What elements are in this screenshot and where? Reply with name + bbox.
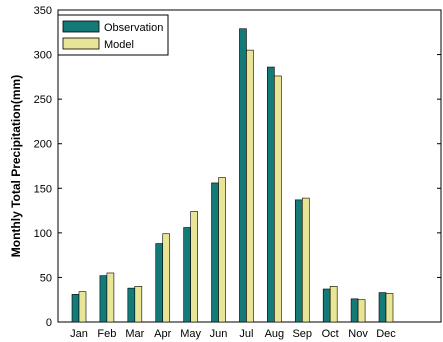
bar-model-sep: [301, 197, 310, 323]
bar-observation-jun: [211, 182, 219, 323]
y-axis-ticks: 0 50 100 150 200 250 300 350: [34, 5, 441, 329]
bar-observation-dec: [378, 292, 387, 323]
x-tick-label: May: [180, 328, 201, 340]
legend-label-model: Model: [104, 39, 134, 51]
x-tick-label: Jun: [210, 328, 228, 340]
bar-model-oct: [329, 286, 338, 323]
bar-model-may: [190, 211, 198, 323]
bar-observation-jan: [71, 294, 80, 323]
bar-model-dec: [385, 293, 394, 323]
bar-model-jul: [246, 49, 254, 323]
x-tick-label: Feb: [97, 328, 116, 340]
y-tick-label: 250: [34, 94, 52, 106]
bar-model-jun: [218, 177, 226, 323]
bar-model-feb: [106, 272, 115, 323]
y-tick-label: 0: [46, 317, 52, 329]
x-tick-label: Dec: [376, 328, 396, 340]
x-tick-label: Oct: [322, 328, 339, 340]
bar-observation-sep: [294, 199, 303, 323]
x-tick-label: Aug: [265, 328, 285, 340]
bar-model-jan: [78, 291, 87, 323]
legend-swatch-observation: [62, 20, 100, 33]
bars: [71, 28, 394, 323]
x-tick-label: Jul: [239, 328, 253, 340]
x-tick-label: Apr: [154, 328, 171, 340]
y-tick-label: 300: [34, 50, 52, 62]
y-tick-label: 50: [40, 272, 52, 284]
legend-label-observation: Observation: [104, 22, 163, 34]
bar-observation-oct: [322, 288, 331, 323]
bar-observation-nov: [350, 298, 359, 323]
x-tick-label: Nov: [348, 328, 368, 340]
x-tick-label: Mar: [125, 328, 144, 340]
y-tick-label: 150: [34, 183, 52, 195]
legend: Observation Model: [57, 14, 169, 56]
x-tick-label: Sep: [292, 328, 312, 340]
bar-observation-may: [183, 227, 191, 323]
y-axis-label: Monthly Total Precipitation(mm): [9, 75, 23, 257]
y-tick-label: 200: [34, 139, 52, 151]
x-axis-ticks: Jan Feb Mar Apr May Jun Jul Aug Sep Oct Nov Dec: [70, 318, 396, 340]
bar-observation-mar: [127, 287, 136, 323]
y-tick-label: 350: [34, 5, 52, 17]
bar-observation-feb: [99, 275, 108, 323]
bar-observation-jul: [239, 28, 247, 323]
bar-model-aug: [274, 75, 282, 323]
bar-model-mar: [134, 286, 143, 323]
x-tick-label: Jan: [70, 328, 88, 340]
bar-observation-apr: [155, 243, 164, 323]
bar-observation-aug: [267, 66, 275, 323]
bar-model-nov: [357, 299, 366, 323]
legend-swatch-model: [62, 37, 100, 50]
bar-model-apr: [162, 233, 171, 323]
y-tick-label: 100: [34, 228, 52, 240]
